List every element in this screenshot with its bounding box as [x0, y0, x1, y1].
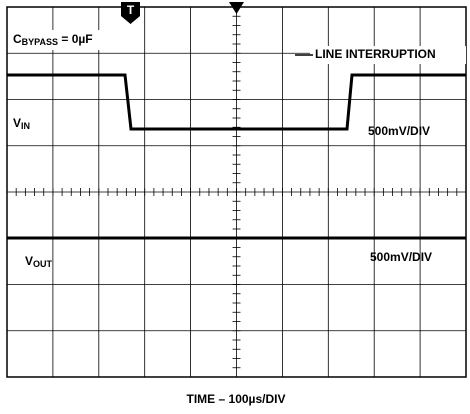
- vin-sub: IN: [21, 121, 30, 131]
- vout-main: V: [25, 254, 33, 268]
- cbypass-label: CBYPASS = 0µF: [13, 32, 93, 47]
- vout-label: VOUT: [25, 254, 53, 269]
- vin-main: V: [13, 116, 21, 130]
- trigger-marker: [121, 2, 140, 24]
- center-marker: [229, 2, 244, 14]
- vin-label: VIN: [13, 116, 30, 131]
- x-axis-label: TIME – 100µs/DIV: [187, 392, 286, 406]
- cbypass-main: C: [13, 32, 22, 46]
- cbypass-rest: = 0µF: [58, 32, 93, 46]
- vin-trace: [7, 73, 466, 131]
- vin-scale-label: 500mV/DIV: [368, 124, 430, 138]
- label-bg: [8, 30, 136, 50]
- line-interruption-label: LINE INTERRUPTION: [315, 47, 436, 61]
- vout-sub: OUT: [33, 259, 53, 269]
- trigger-label: T: [127, 3, 135, 17]
- label-bg: [310, 46, 466, 64]
- vout-scale-label: 500mV/DIV: [370, 250, 432, 264]
- cbypass-sub: BYPASS: [22, 37, 58, 47]
